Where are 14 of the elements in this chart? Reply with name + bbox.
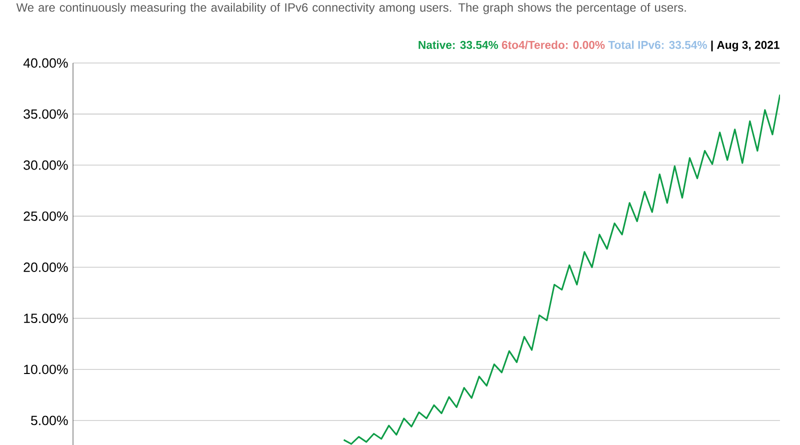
text: 6to4/Teredo: 0.00% [502,40,605,50]
y-tick-label: 10.00% [24,364,68,374]
y-tick-label: 15.00% [24,314,68,324]
text: Native: 33.54% [418,40,498,49]
y-tick-label: 40.00% [23,58,68,68]
line-series [342,94,780,445]
text: Total IPv6: 33.54% [608,40,707,49]
y-tick-label: 30.00% [24,160,68,170]
text: | Aug 3, 2021 [711,40,780,52]
y-tick-label: 20.00% [24,262,68,272]
y-tick-label: 35.00% [24,109,68,119]
y-tick-label: 5.00% [31,416,68,426]
y-tick-label: 25.00% [24,211,68,221]
chart-subtitle: We are continuously measuring the availability of IPv6 connectivity among users. The graph shows the percentage of users. [16,2,686,14]
